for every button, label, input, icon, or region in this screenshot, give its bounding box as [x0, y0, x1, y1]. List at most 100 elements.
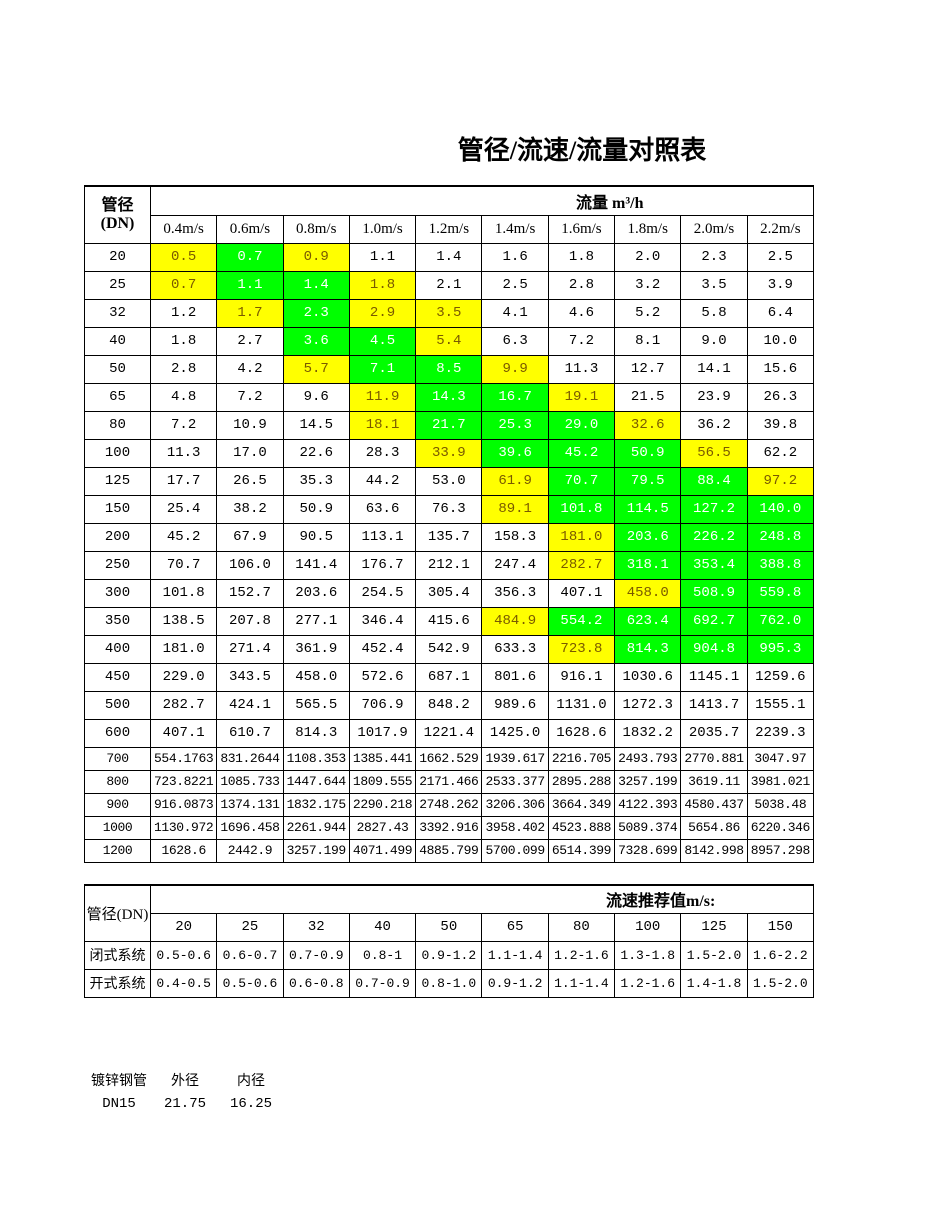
flow-cell: 2.7: [216, 326, 284, 356]
pipe-cell: 16.25: [229, 1096, 272, 1112]
flow-cell: 28.3: [348, 438, 417, 468]
flow-cell: 1272.3: [614, 690, 682, 720]
flow-header: 流量 m³/h: [150, 185, 814, 216]
flow-cell: 831.2644: [216, 746, 284, 771]
header-row: 管径 (DN) 流量 m³/h: [84, 185, 814, 244]
dn-cell: 1200: [84, 838, 151, 863]
flow-cell: 207.8: [216, 606, 284, 636]
dn-cell: 25: [216, 912, 284, 942]
flow-cell: 10.0: [746, 326, 815, 356]
dn-cell: 20: [84, 242, 151, 272]
flow-cell: 1131.0: [547, 690, 616, 720]
flow-cell: 88.4: [680, 466, 748, 496]
pipe-header: 外径: [171, 1073, 199, 1089]
flow-cell: 3.5: [680, 270, 748, 300]
flow-cell: 11.3: [547, 354, 616, 384]
flow-cell: 5038.48: [746, 792, 815, 817]
flow-cell: 7.2: [149, 410, 218, 440]
flow-cell: 67.9: [216, 522, 284, 552]
range-cell: 1.2-1.6: [614, 968, 682, 998]
flow-cell: 2.3: [282, 298, 350, 328]
system-cell: 开式系统: [84, 968, 151, 998]
flow-cell: 21.7: [415, 410, 483, 440]
flow-cell: 2239.3: [746, 718, 815, 748]
flow-cell: 45.2: [149, 522, 218, 552]
flow-cell: 4580.437: [680, 792, 748, 817]
flow-cell: 50.9: [282, 494, 350, 524]
flow-cell: 89.1: [481, 494, 549, 524]
flow-cell: 29.0: [547, 410, 616, 440]
flow-cell: 4.2: [216, 354, 284, 384]
flow-cell: 572.6: [348, 662, 417, 692]
flow-cell: 53.0: [415, 466, 483, 496]
dn-cell: 40: [84, 326, 151, 356]
range-cell: 0.7-0.9: [282, 940, 350, 970]
dn-header-line: 管径: [101, 196, 134, 214]
flow-cell: 692.7: [680, 606, 748, 636]
velocity-header: 0.8m/s: [282, 214, 350, 244]
flow-cell: 2748.262: [415, 792, 483, 817]
flow-cell: 3257.199: [282, 838, 350, 863]
flow-cell: 4.5: [348, 326, 417, 356]
flow-cell: 8.1: [614, 326, 682, 356]
pipe-row: DN15 21.75 16.25: [86, 1092, 284, 1116]
flow-cell: 17.0: [216, 438, 284, 468]
flow-cell: 1374.131: [216, 792, 284, 817]
flow-cell: 5089.374: [614, 815, 682, 840]
data-row: 1000 1130.972 1696.458 2261.944 2827.43 3392.…: [84, 815, 815, 840]
flow-cell: 7.1: [348, 354, 417, 384]
flow-cell: 16.7: [481, 382, 549, 412]
range-cell: 0.5-0.6: [216, 968, 284, 998]
range-cell: 0.9-1.2: [481, 968, 549, 998]
flow-cell: 2.0: [614, 242, 682, 272]
flow-cell: 610.7: [216, 718, 284, 748]
range-cell: 0.9-1.2: [415, 940, 483, 970]
flow-cell: 254.5: [348, 578, 417, 608]
flow-cell: 1130.972: [149, 815, 218, 840]
flow-cell: 3664.349: [547, 792, 616, 817]
flow-cell: 56.5: [680, 438, 748, 468]
flow-cell: 106.0: [216, 550, 284, 580]
range-cell: 1.1-1.4: [481, 940, 549, 970]
flow-cell: 0.9: [282, 242, 350, 272]
flow-cell: 1628.6: [547, 718, 616, 748]
flow-cell: 3.5: [415, 298, 483, 328]
flow-cell: 1030.6: [614, 662, 682, 692]
flow-cell: 4885.799: [415, 838, 483, 863]
flow-cell: 25.4: [149, 494, 218, 524]
flow-cell: 554.2: [547, 606, 616, 636]
data-row: 40 1.8 2.7 3.6 4.5 5.4 6.3 7.2 8.1 9.0 10.0: [84, 326, 815, 356]
pipe-header: 内径: [237, 1073, 265, 1089]
flow-cell: 18.1: [348, 410, 417, 440]
flow-cell: 452.4: [348, 634, 417, 664]
flow-cell: 32.6: [614, 410, 682, 440]
range-cell: 1.2-1.6: [547, 940, 616, 970]
flow-cell: 5654.86: [680, 815, 748, 840]
pipe-header: 镀锌钢管: [91, 1073, 147, 1089]
flow-cell: 508.9: [680, 578, 748, 608]
flow-cell: 4071.499: [348, 838, 417, 863]
flow-cell: 1.8: [547, 242, 616, 272]
flow-cell: 3.2: [614, 270, 682, 300]
flow-cell: 706.9: [348, 690, 417, 720]
dn-cell: 125: [680, 912, 748, 942]
flow-cell: 305.4: [415, 578, 483, 608]
flow-cell: 9.6: [282, 382, 350, 412]
header-row: 管径(DN) 流速推荐值m/s:: [84, 884, 814, 942]
flow-cell: 97.2: [746, 466, 815, 496]
flow-cell: 3619.11: [680, 769, 748, 794]
flow-cell: 2827.43: [348, 815, 417, 840]
flow-cell: 70.7: [149, 550, 218, 580]
flow-cell: 62.2: [746, 438, 815, 468]
flow-cell: 4.1: [481, 298, 549, 328]
flow-table: 管径 (DN) 流量 m³/h 0.4m/s 0.6m/s 0.8m/s 1.0m/s 1.2…: [84, 185, 815, 863]
dn-cell: 20: [149, 912, 218, 942]
flow-cell: 0.7: [149, 270, 218, 300]
dn-cell: 800: [84, 769, 151, 794]
flow-cell: 814.3: [614, 634, 682, 664]
velocity-header: 1.0m/s: [348, 214, 417, 244]
flow-cell: 554.1763: [149, 746, 218, 771]
flow-cell: 916.0873: [149, 792, 218, 817]
flow-cell: 565.5: [282, 690, 350, 720]
